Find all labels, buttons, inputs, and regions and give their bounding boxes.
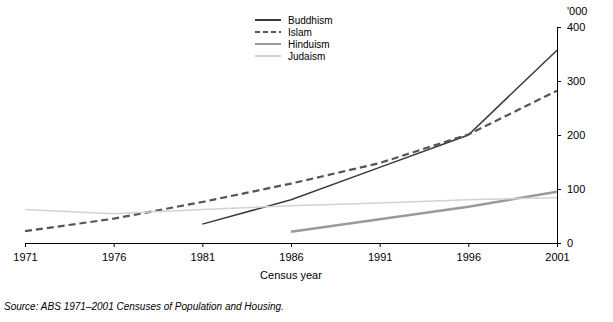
legend-label: Judaism [288,51,325,62]
x-axis: 1971 1976 1981 1986 1991 1996 2001 [13,243,569,263]
series-line [202,50,557,224]
x-tick-label: 1986 [279,251,303,263]
x-tick-label: 1991 [368,251,392,263]
legend-swatch [255,31,281,33]
x-tick: 1971 [13,243,37,263]
y-tick-label: 200 [567,129,585,141]
x-tick: 1986 [279,243,303,263]
x-tick: 1996 [457,243,481,263]
legend-swatch [255,55,281,57]
y-axis-title: '000 [567,5,587,17]
source-note: Source: ABS 1971–2001 Censuses of Popula… [4,301,284,312]
x-axis-title: Census year [260,269,322,281]
x-tick-label: 1971 [13,251,37,263]
x-tick-mark [25,243,26,247]
x-tick-mark [468,243,469,247]
legend-label: Hinduism [288,39,330,50]
series-line [291,192,557,232]
y-tick-mark [557,189,561,190]
x-tick-mark [291,243,292,247]
x-tick-mark [114,243,115,247]
x-tick-label: 2001 [545,251,569,263]
x-tick: 1991 [368,243,392,263]
legend: BuddhismIslamHinduismJudaism [255,15,332,62]
y-tick-mark [557,243,561,244]
y-tick: 0 [557,237,573,249]
legend-swatch [255,19,281,21]
legend-swatch [255,43,281,45]
y-tick: 100 [557,183,585,195]
x-tick-label: 1976 [102,251,126,263]
chart: 1971 1976 1981 1986 1991 1996 2001 0 100 200 300 40… [0,0,613,322]
lines [25,50,557,231]
y-tick-label: 300 [567,75,585,87]
y-tick-label: 0 [567,237,573,249]
y-tick: 300 [557,75,585,87]
y-tick-mark [557,135,561,136]
y-tick-mark [557,27,561,28]
y-tick: 200 [557,129,585,141]
plot: 1971 1976 1981 1986 1991 1996 2001 0 100 200 300 40… [13,21,585,263]
x-tick-mark [380,243,381,247]
y-tick-label: 100 [567,183,585,195]
x-tick: 1981 [191,243,215,263]
series-line [25,91,557,231]
y-axis: 0 100 200 300 400 [557,21,585,249]
y-tick-mark [557,81,561,82]
x-tick: 1976 [102,243,126,263]
y-tick: 400 [557,21,585,33]
x-tick-mark [202,243,203,247]
legend-label: Buddhism [288,15,332,26]
y-tick-label: 400 [567,21,585,33]
series-line [25,198,557,214]
legend-label: Islam [288,27,312,38]
x-tick-label: 1996 [457,251,481,263]
x-tick-label: 1981 [191,251,215,263]
